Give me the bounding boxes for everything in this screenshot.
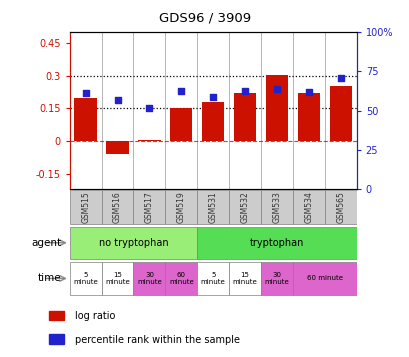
FancyBboxPatch shape [229,262,261,295]
Bar [234,93,256,141]
Text: 5
minute: 5 minute [200,272,225,285]
FancyBboxPatch shape [197,262,229,295]
Text: tryptophan: tryptophan [249,238,303,248]
FancyBboxPatch shape [165,262,197,295]
Bar [297,93,319,141]
FancyBboxPatch shape [197,190,229,224]
FancyBboxPatch shape [70,190,101,224]
Bar [49,334,64,344]
FancyBboxPatch shape [197,227,356,259]
Text: agent: agent [31,238,61,248]
Bar [265,75,288,141]
Text: log ratio: log ratio [75,311,115,321]
FancyBboxPatch shape [324,190,356,224]
Text: GSM565: GSM565 [335,191,344,223]
Text: GSM531: GSM531 [208,191,217,223]
Text: 60 minute: 60 minute [306,276,342,281]
FancyBboxPatch shape [261,262,292,295]
Text: 30
minute: 30 minute [264,272,289,285]
Point [209,95,216,100]
Bar [329,86,351,141]
Bar [202,102,224,141]
Text: time: time [38,273,61,283]
Point [273,87,280,92]
FancyBboxPatch shape [70,227,197,259]
FancyBboxPatch shape [261,190,292,224]
Text: 15
minute: 15 minute [105,272,130,285]
FancyBboxPatch shape [292,262,356,295]
Bar [170,109,192,141]
Point [114,97,121,103]
Text: GSM516: GSM516 [113,191,122,223]
Point [82,90,89,95]
FancyBboxPatch shape [133,262,165,295]
Bar [49,311,64,320]
Bar [74,97,97,141]
Text: GDS96 / 3909: GDS96 / 3909 [159,11,250,24]
Text: no tryptophan: no tryptophan [99,238,168,248]
Text: GSM517: GSM517 [144,191,153,223]
Bar [138,140,160,141]
Text: GSM534: GSM534 [303,191,312,223]
Point [337,75,343,81]
Bar [106,141,128,154]
Text: GSM515: GSM515 [81,191,90,223]
Point [305,89,311,95]
Text: 5
minute: 5 minute [73,272,98,285]
Text: 30
minute: 30 minute [137,272,162,285]
Text: percentile rank within the sample: percentile rank within the sample [75,335,239,345]
Text: GSM532: GSM532 [240,191,249,223]
Point [146,105,152,111]
Text: 15
minute: 15 minute [232,272,257,285]
Text: GSM533: GSM533 [272,191,281,223]
Point [241,88,248,94]
FancyBboxPatch shape [165,190,197,224]
FancyBboxPatch shape [292,190,324,224]
FancyBboxPatch shape [101,190,133,224]
Text: GSM519: GSM519 [176,191,185,223]
FancyBboxPatch shape [133,190,165,224]
FancyBboxPatch shape [101,262,133,295]
FancyBboxPatch shape [70,262,101,295]
Text: 60
minute: 60 minute [169,272,193,285]
Point [178,88,184,94]
FancyBboxPatch shape [229,190,261,224]
